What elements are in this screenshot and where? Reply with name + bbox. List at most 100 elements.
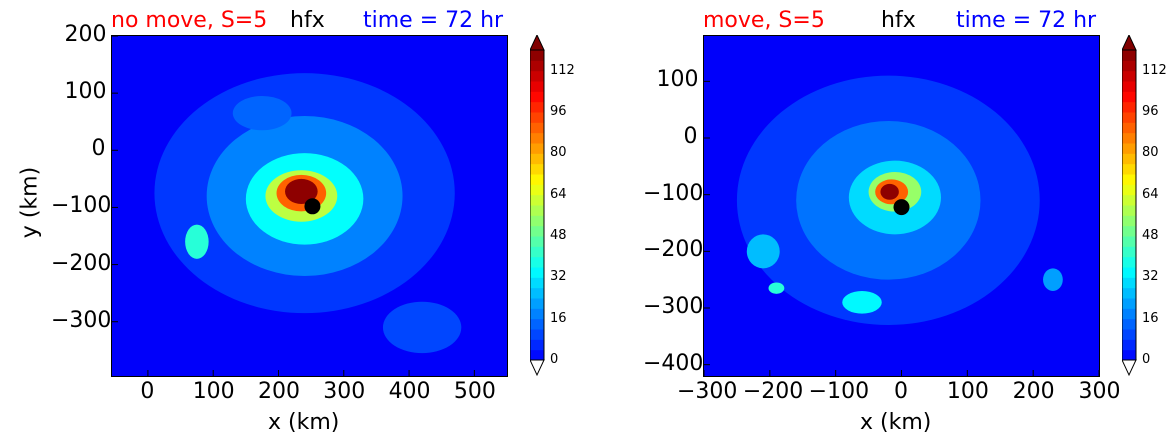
x-tick-label: 200 (257, 379, 300, 404)
colorbar-tick-label: 48 (550, 228, 567, 243)
x-tick-label: 400 (388, 379, 431, 404)
x-tick-label: 0 (140, 379, 155, 404)
colorbar-tick-label: 80 (1142, 145, 1159, 161)
colorbar-band (1122, 225, 1136, 237)
y-axis-label: y (km) (17, 166, 43, 239)
colorbar-band (530, 122, 544, 134)
y-tick-label: −200 (643, 237, 704, 263)
colorbar-frame (1122, 49, 1137, 361)
colorbar-band (1122, 277, 1136, 289)
colorbar-band (1122, 174, 1136, 185)
x-tick-label: −100 (808, 379, 870, 404)
y-tick-label: 100 (64, 79, 107, 105)
heatmap-contour-region (232, 96, 292, 131)
colorbar-band (1122, 70, 1136, 82)
x-tick-label: 100 (192, 379, 235, 404)
y-tick-label: −200 (51, 250, 112, 276)
colorbar-tick-label: 64 (1142, 186, 1159, 202)
chart-title-right: time = 72 hr (956, 8, 1097, 33)
colorbar-band (1122, 339, 1136, 351)
colorbar-band (530, 143, 544, 154)
colorbar-band (1122, 184, 1136, 196)
colorbar-band (1122, 132, 1136, 144)
x-tick-label: 300 (1078, 379, 1121, 404)
colorbar-frame (530, 49, 545, 361)
colorbar-band (1122, 215, 1136, 227)
colorbar-band (530, 205, 544, 216)
colorbar-tick-label: 32 (1142, 269, 1159, 285)
colorbar-tick-label: 16 (550, 310, 567, 326)
colorbar-band (1122, 256, 1136, 268)
colorbar-band (1122, 81, 1136, 92)
heatmap-contour-region (285, 178, 318, 204)
heatmap-contour-region (382, 301, 462, 354)
x-tick-label: 200 (1012, 379, 1055, 404)
colorbar-band (530, 101, 544, 113)
colorbar-band (530, 163, 544, 175)
colorbar-band (530, 174, 544, 185)
colorbar-band (530, 277, 544, 289)
colorbar-band (1122, 298, 1136, 309)
colorbar-band (1122, 318, 1136, 330)
x-tick-label: −300 (677, 379, 738, 404)
heatmap-contour-region (185, 224, 209, 259)
heatmap-contour-region (880, 183, 899, 200)
colorbar-band (1122, 60, 1136, 72)
y-tick-label: 200 (64, 22, 107, 47)
x-tick-label: 100 (946, 379, 989, 404)
colorbar-band (530, 256, 544, 268)
colorbar-band (530, 267, 544, 278)
colorbar-band (1122, 50, 1136, 61)
colorbar-band (1122, 91, 1136, 103)
colorbar-band (530, 349, 544, 361)
colorbar-tick-label: 48 (1142, 228, 1159, 243)
colorbar-tick-label: 0 (550, 352, 559, 367)
colorbar-band (1122, 101, 1136, 113)
x-tick-label: 0 (894, 379, 908, 404)
colorbar-band (1122, 349, 1136, 361)
heatmap-contour-region (1043, 268, 1063, 291)
y-tick-label: −100 (51, 193, 112, 219)
x-tick-label: −200 (742, 379, 804, 404)
colorbar-band (1122, 112, 1136, 123)
chart-title-center: hfx (881, 8, 916, 33)
colorbar-band (530, 132, 544, 144)
chart-title-left: no move, S=5 (111, 8, 268, 33)
colorbar-tick-label: 64 (550, 186, 567, 202)
heatmap-svg (112, 36, 507, 376)
colorbar-band (530, 91, 544, 103)
colorbar-band (530, 308, 544, 320)
colorbar-band (1122, 122, 1136, 134)
colorbar-band (530, 215, 544, 227)
heatmap-svg (704, 36, 1099, 376)
colorbar-min-extend (530, 359, 545, 377)
colorbar-band (1122, 163, 1136, 175)
colorbar-tick-label: 0 (1142, 352, 1151, 367)
chart-panel-right: move, S=5 hfx time = 72 hr −300 −200 −100 0… (590, 0, 1176, 447)
colorbar-band (530, 81, 544, 92)
heatmap-contour-region (746, 234, 780, 269)
colorbar-band (530, 153, 544, 165)
y-tick-label: −300 (643, 294, 704, 319)
y-tick-label: −100 (643, 180, 704, 206)
colorbar-band (530, 236, 544, 247)
colorbar-max-extend (1122, 35, 1137, 51)
heatmap-contour-region (768, 282, 785, 294)
colorbar-tick-label: 80 (550, 145, 567, 161)
y-tick-label: −300 (51, 307, 112, 333)
colorbar-svg (1122, 35, 1137, 377)
colorbar-band (530, 318, 544, 330)
x-axis-label: x (km) (268, 410, 340, 435)
y-tick-label: 0 (91, 136, 106, 162)
colorbar-tick-label: 112 (550, 62, 575, 78)
colorbar-max-extend (530, 35, 545, 51)
colorbar-band (530, 194, 544, 206)
colorbar-band (1122, 205, 1136, 216)
colorbar (1122, 35, 1162, 380)
colorbar-band (530, 339, 544, 351)
chart-title-center: hfx (290, 8, 325, 33)
colorbar-band (1122, 267, 1136, 278)
heatmap-contour-region (842, 291, 882, 314)
chart-title-right: time = 72 hr (363, 8, 504, 33)
heatmap-plot-area (703, 35, 1100, 377)
